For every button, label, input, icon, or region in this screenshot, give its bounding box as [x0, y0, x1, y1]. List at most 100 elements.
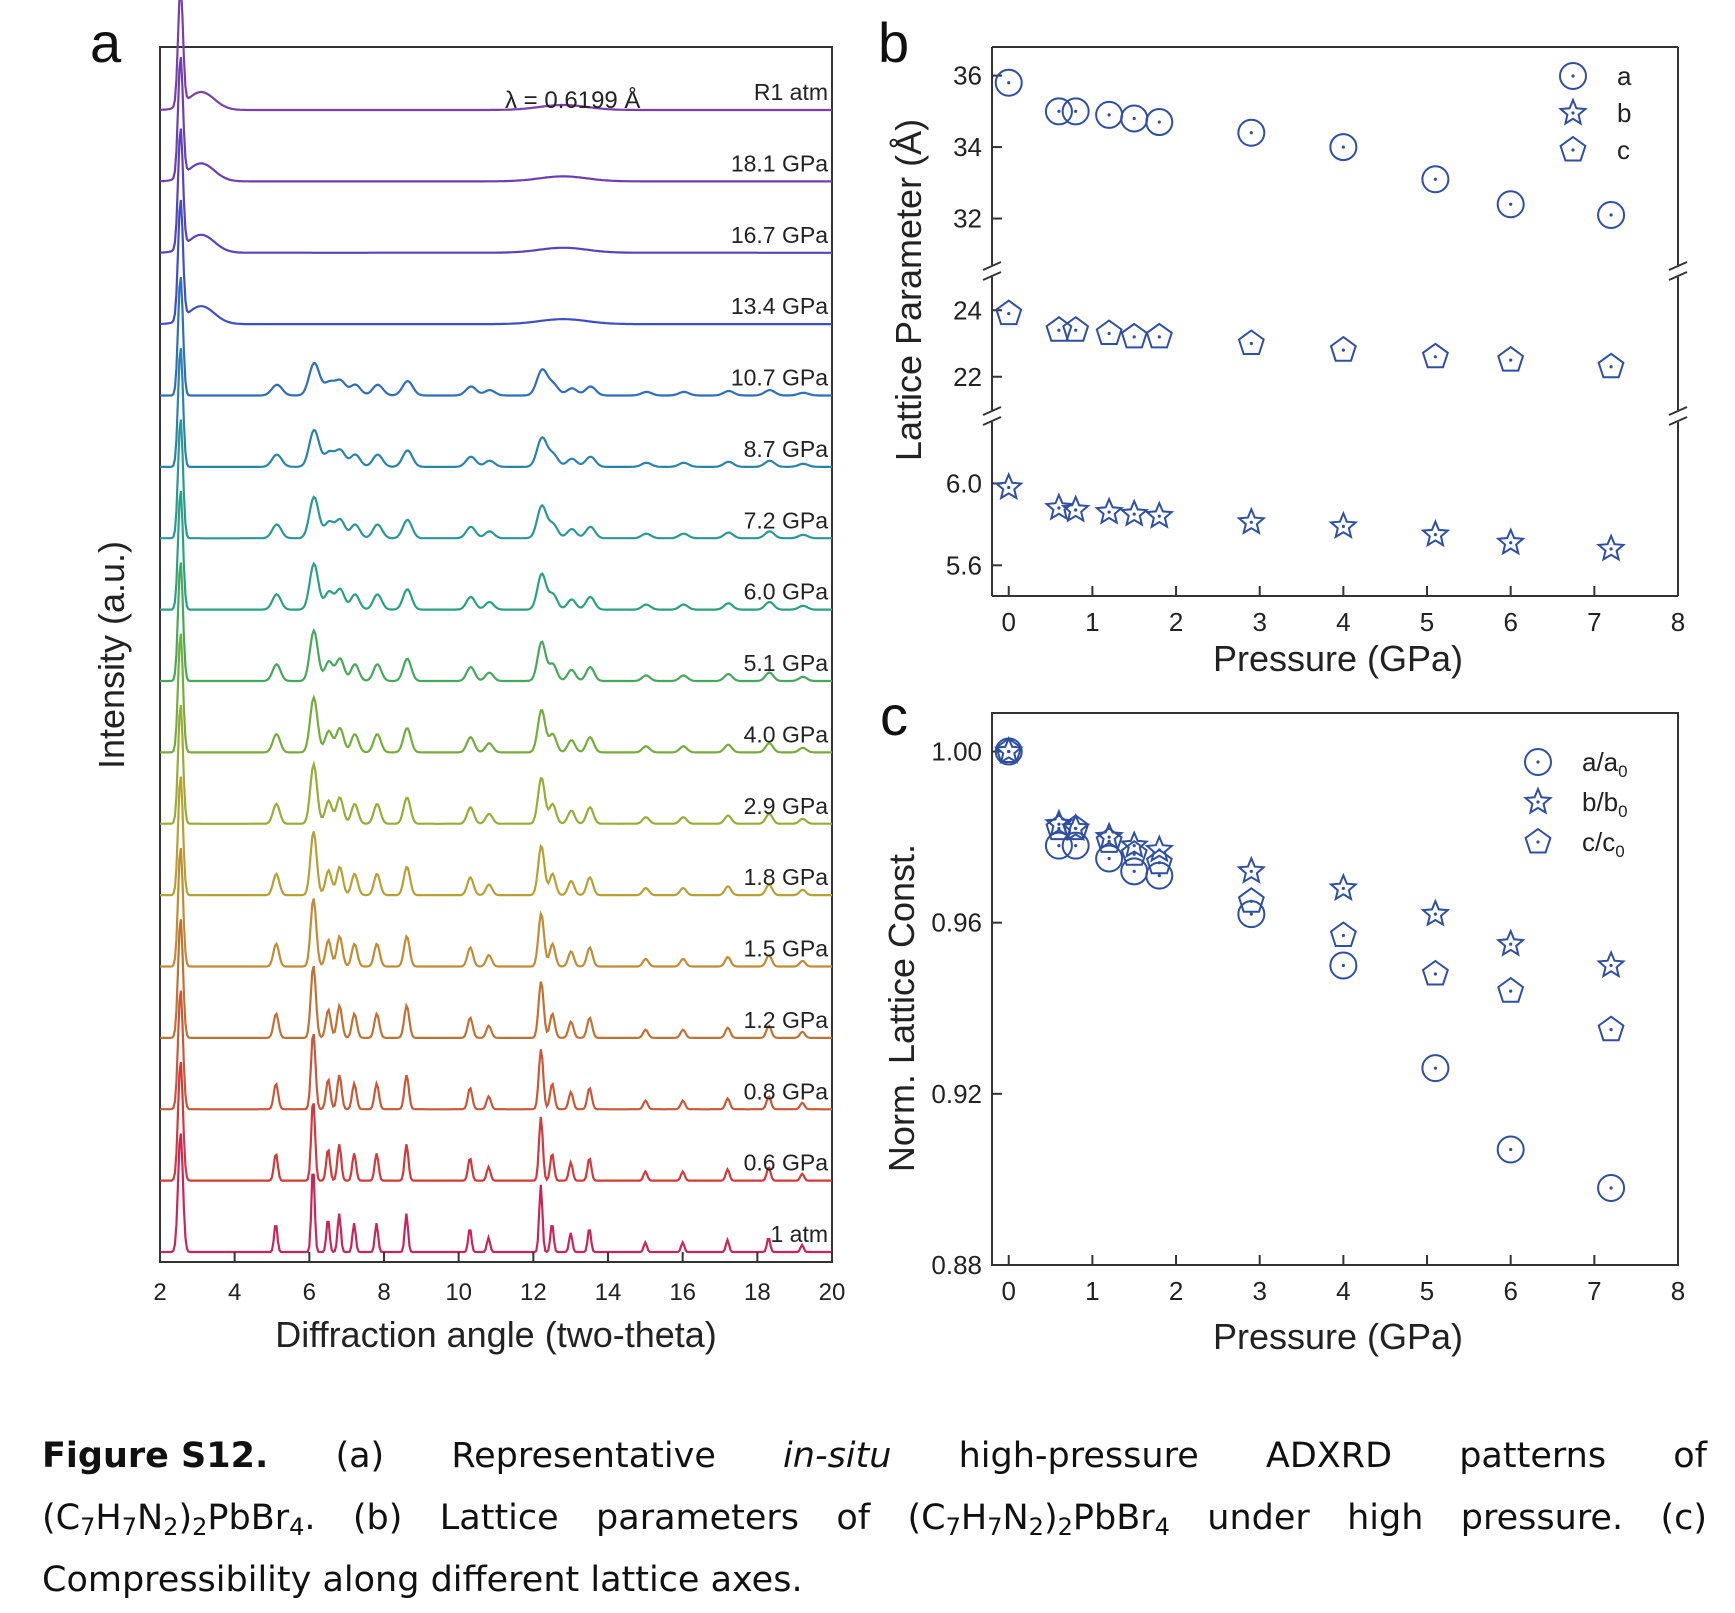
data-point-c [1237, 329, 1265, 355]
panel-b-points [993, 68, 1626, 562]
legend-marker-dot [1536, 800, 1540, 804]
x-tick-label: 1 [1085, 1276, 1099, 1306]
caption-text-part: H [960, 1498, 988, 1538]
legend-marker-c-dot [1571, 148, 1575, 152]
caption-figure-label: Figure S12. [42, 1436, 269, 1476]
data-point-c [1062, 315, 1090, 342]
data-point-a [1421, 165, 1450, 194]
x-tick-label: 1 [1085, 607, 1099, 637]
data-point-c-dot [1157, 335, 1161, 339]
data-point-a-a0 [1421, 1054, 1450, 1083]
data-point-c-c0 [1597, 1015, 1625, 1042]
data-point-a-a0-dot [1107, 856, 1111, 861]
x-tick-label: 4 [1336, 1276, 1350, 1306]
data-point-c-dot [1249, 341, 1253, 346]
x-tick-label: 2 [153, 1279, 166, 1306]
data-point-c [1421, 342, 1449, 369]
data-point-c-c0 [1421, 959, 1449, 986]
x-tick-label: 4 [228, 1279, 241, 1306]
x-tick-label: 10 [445, 1279, 472, 1306]
xrd-trace-label: 5.1 GPa [744, 650, 829, 676]
caption-word: ADXRD [1265, 1436, 1393, 1476]
caption-text-part: H [95, 1498, 122, 1538]
data-point-b-b0 [1119, 830, 1150, 859]
x-tick-label: 6 [303, 1279, 316, 1306]
xrd-trace-label: 0.6 GPa [744, 1150, 829, 1176]
y-tick-label: 24 [953, 295, 982, 325]
data-point-b [1119, 498, 1150, 527]
data-point-c-c0 [1145, 848, 1173, 875]
axis-break [1668, 271, 1688, 281]
data-point-b-dot [1107, 510, 1111, 514]
x-tick-label: 12 [520, 1279, 547, 1306]
caption-text-part: . (b) Lattice parameters of [304, 1498, 908, 1538]
data-point-a-a0-dot [1433, 1066, 1437, 1070]
panel-c-legend: a/a0 b/b0 c/c0 [1523, 747, 1628, 861]
caption-word: high-pressure [958, 1436, 1199, 1476]
xrd-trace [160, 1133, 832, 1254]
figure-caption: Figure S12. (a) Representative in-situ high… [42, 1425, 1707, 1611]
data-point-c-c0-dot [1157, 861, 1161, 865]
xrd-trace [159, 990, 832, 1111]
data-point-b-b0 [1420, 898, 1451, 927]
data-point-c [1497, 345, 1525, 372]
xrd-trace [160, 348, 832, 469]
data-point-b-b0-dot [1107, 835, 1111, 839]
data-point-c-dot [1074, 328, 1078, 332]
caption-text-part: PbBr [207, 1498, 290, 1538]
xrd-trace-label: 1.8 GPa [744, 864, 829, 890]
xrd-trace [160, 1061, 832, 1182]
xrd-trace-label: 1.5 GPa [744, 936, 829, 962]
legend-subscript: 0 [1615, 842, 1624, 861]
panel-c-normalized: c 0.88 0.92 0.96 1.00 0 1 2 3 4 5 6 7 8 a/a0 b/b0 c/c0… [880, 684, 1685, 1357]
data-point-a [1496, 190, 1525, 219]
y-tick-label: 0.88 [931, 1250, 982, 1280]
data-point-c-c0 [995, 737, 1023, 763]
caption-text-part: ) [178, 1498, 193, 1538]
x-tick-label: 2 [1169, 607, 1183, 637]
data-point-c-dot [1057, 328, 1061, 332]
xrd-trace [160, 490, 832, 611]
data-point-b [993, 471, 1024, 501]
x-tick-label: 3 [1252, 1276, 1266, 1306]
data-point-b-dot [1157, 514, 1161, 518]
xrd-trace-label: 1.2 GPa [744, 1007, 829, 1033]
data-point-a-dot [1509, 202, 1513, 206]
x-tick-label: 8 [1671, 1276, 1685, 1306]
xrd-trace [160, 562, 832, 683]
xrd-trace-label: 13.4 GPa [731, 293, 828, 319]
data-point-a-a0 [1061, 831, 1090, 860]
x-tick-label: 7 [1587, 607, 1601, 637]
panel-b-x-label: Pressure (GPa) [1213, 638, 1463, 679]
legend-label: c [1617, 135, 1630, 165]
caption-word: Representative [451, 1436, 716, 1476]
data-point-c [1329, 335, 1357, 362]
legend-marker-a [1559, 62, 1587, 90]
x-tick-label: 16 [669, 1279, 696, 1306]
data-point-b [1328, 510, 1359, 539]
data-point-a-a0-dot [1249, 912, 1253, 916]
data-point-a [1597, 200, 1626, 229]
axis-break [1668, 416, 1688, 426]
y-tick-label: 5.6 [946, 550, 982, 580]
panel-b-y-label: Lattice Parameter (Å) [888, 119, 929, 461]
panel-c-points [993, 735, 1626, 1202]
axis-break [982, 406, 1002, 416]
data-point-c-c0-dot [1107, 839, 1111, 843]
xrd-trace-label: 2.9 GPa [744, 793, 829, 819]
panel-a-letter: a [90, 11, 122, 74]
panel-c-y-label: Norm. Lattice Const. [881, 844, 922, 1172]
data-point-b-b0 [1596, 949, 1626, 979]
data-point-b-b0-dot [1057, 822, 1061, 826]
legend-marker [1524, 827, 1552, 854]
legend-marker-a-dot [1571, 74, 1575, 78]
data-point-a-dot [1132, 116, 1136, 121]
data-point-a-dot [1057, 109, 1061, 113]
xrd-trace [159, 199, 832, 326]
caption-line-3: Compressibility along different lattice … [42, 1560, 803, 1600]
data-point-c-c0-dot [1509, 989, 1513, 993]
xrd-trace-label: 6.0 GPa [744, 579, 829, 605]
data-point-b [1060, 494, 1091, 523]
data-point-b-b0 [1236, 855, 1267, 884]
data-point-a-dot [1074, 109, 1078, 113]
